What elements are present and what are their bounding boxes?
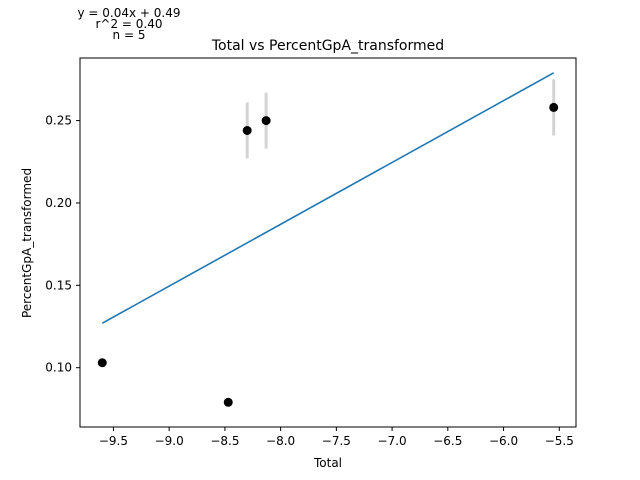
y-axis-label: PercentGpA_transformed	[20, 168, 34, 318]
x-axis-ticks: −9.5 −9.0 −8.5 −8.0 −7.5 −7.0 −6.5 −6.0 −5.5	[99, 427, 574, 448]
y-axis-ticks: 0.10 0.15 0.20 0.25	[45, 114, 80, 375]
fit-layer	[101, 72, 555, 324]
data-point-3	[261, 116, 271, 126]
n-annotation: n = 5	[113, 28, 146, 42]
chart-title: Total vs PercentGpA_transformed	[211, 38, 444, 54]
x-tick-label-0: −9.5	[99, 434, 128, 448]
x-tick-label-8: −5.5	[545, 434, 574, 448]
x-axis-label: Total	[313, 456, 342, 470]
data-point-2	[242, 125, 252, 135]
x-tick-label-2: −8.5	[210, 434, 239, 448]
plot-area	[79, 57, 577, 428]
equation-annotation: y = 0.04x + 0.49	[77, 6, 180, 20]
y-tick-label-1: 0.15	[45, 278, 72, 292]
x-tick-label-1: −9.0	[155, 434, 184, 448]
y-tick-label-0: 0.10	[45, 361, 72, 375]
x-tick-label-6: −6.5	[433, 434, 462, 448]
y-tick-label-2: 0.20	[45, 196, 72, 210]
data-point-1	[223, 397, 233, 407]
points-layer	[97, 102, 559, 407]
x-tick-label-4: −7.5	[322, 434, 351, 448]
r-squared-annotation: r^2 = 0.40	[95, 17, 162, 31]
x-tick-label-3: −8.0	[266, 434, 295, 448]
y-tick-label-3: 0.25	[45, 114, 72, 128]
x-tick-label-7: −6.0	[489, 434, 518, 448]
data-point-4	[549, 102, 559, 112]
fit-line	[101, 72, 555, 324]
x-tick-label-5: −7.0	[378, 434, 407, 448]
data-point-0	[97, 358, 107, 368]
